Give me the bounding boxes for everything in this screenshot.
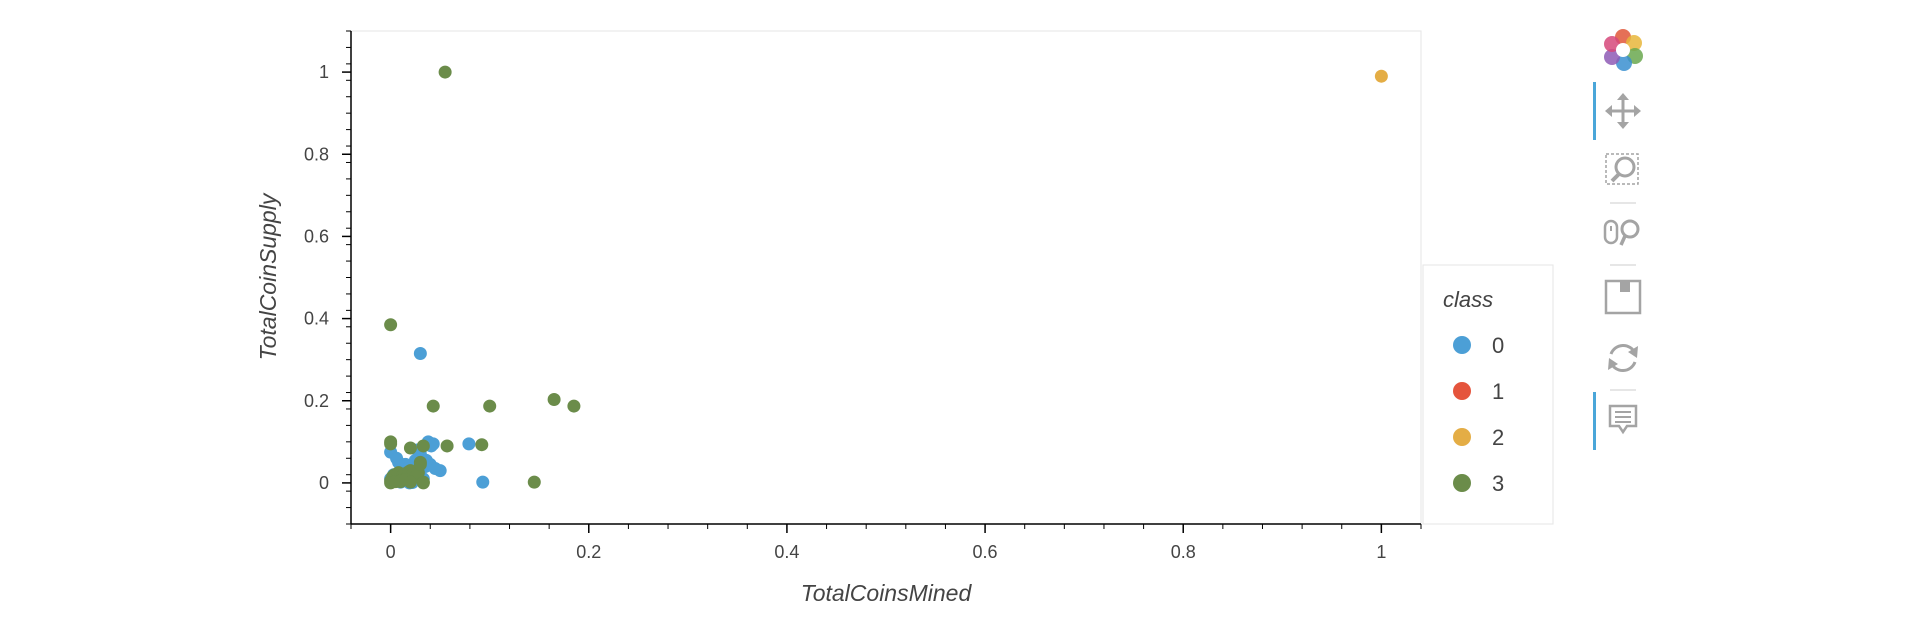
data-point[interactable] (440, 439, 454, 453)
data-point[interactable] (384, 437, 398, 451)
legend-swatch (1453, 428, 1471, 446)
data-point[interactable] (438, 65, 452, 79)
data-point[interactable] (403, 441, 417, 455)
y-tick-label: 1 (319, 62, 329, 82)
series-3 (384, 65, 581, 490)
legend-box (1422, 264, 1554, 525)
legend-title: class (1443, 287, 1493, 312)
legend-entries: 0 1 2 3 (1453, 333, 1504, 496)
data-point[interactable] (483, 399, 497, 413)
series-2 (1374, 69, 1388, 83)
legend-label: 3 (1492, 471, 1504, 496)
legend-label: 2 (1492, 425, 1504, 450)
toolbar (1593, 29, 1643, 450)
y-tick-label: 0.4 (304, 309, 329, 329)
data-point[interactable] (475, 438, 489, 452)
pan-icon[interactable] (1605, 93, 1641, 129)
data-point[interactable] (413, 457, 427, 471)
reset-icon[interactable] (1608, 343, 1638, 373)
hover-icon[interactable] (1608, 404, 1638, 435)
y-tick-label: 0.6 (304, 226, 329, 246)
data-point[interactable] (384, 318, 398, 332)
data-point[interactable] (390, 451, 404, 465)
data-point[interactable] (567, 399, 581, 413)
data-point[interactable] (413, 347, 427, 361)
data-point[interactable] (547, 393, 561, 407)
x-tick-label: 0.4 (774, 542, 799, 562)
points-layer (384, 65, 1388, 490)
x-tick-label: 1 (1376, 542, 1386, 562)
y-axis-title: TotalCoinSupply (255, 192, 281, 360)
bokeh-logo-icon[interactable] (1604, 29, 1643, 71)
y-tick-label: 0.8 (304, 144, 329, 164)
data-point[interactable] (416, 476, 430, 490)
data-point[interactable] (476, 475, 490, 489)
legend: class 0 1 2 3 (1422, 264, 1554, 525)
data-point[interactable] (462, 437, 476, 451)
x-tick-label: 0.8 (1171, 542, 1196, 562)
axis-layer: 0 0.2 0.4 0.6 0.8 1 0 0.2 0.4 0.6 0.8 1 (304, 30, 1422, 562)
data-point[interactable] (433, 464, 447, 478)
x-tick-label: 0.2 (576, 542, 601, 562)
x-axis-title: TotalCoinsMined (801, 580, 973, 606)
save-icon[interactable] (1604, 279, 1642, 315)
wheel-zoom-icon[interactable] (1603, 219, 1640, 246)
hover-tool-active-indicator (1593, 392, 1596, 450)
data-point[interactable] (527, 475, 541, 489)
legend-label: 1 (1492, 379, 1504, 404)
plot-frame (350, 30, 1422, 525)
legend-label: 0 (1492, 333, 1504, 358)
legend-swatch (1453, 382, 1471, 400)
legend-swatch (1453, 336, 1471, 354)
box-zoom-icon[interactable] (1605, 153, 1639, 185)
data-point[interactable] (1374, 69, 1388, 83)
y-tick-label: 0.2 (304, 391, 329, 411)
pan-tool-active-indicator (1593, 82, 1596, 140)
x-tick-label: 0 (386, 542, 396, 562)
data-point[interactable] (416, 439, 430, 453)
data-point[interactable] (403, 475, 417, 489)
legend-swatch (1453, 474, 1471, 492)
x-tick-label: 0.6 (973, 542, 998, 562)
y-tick-label: 0 (319, 473, 329, 493)
data-point[interactable] (426, 399, 440, 413)
